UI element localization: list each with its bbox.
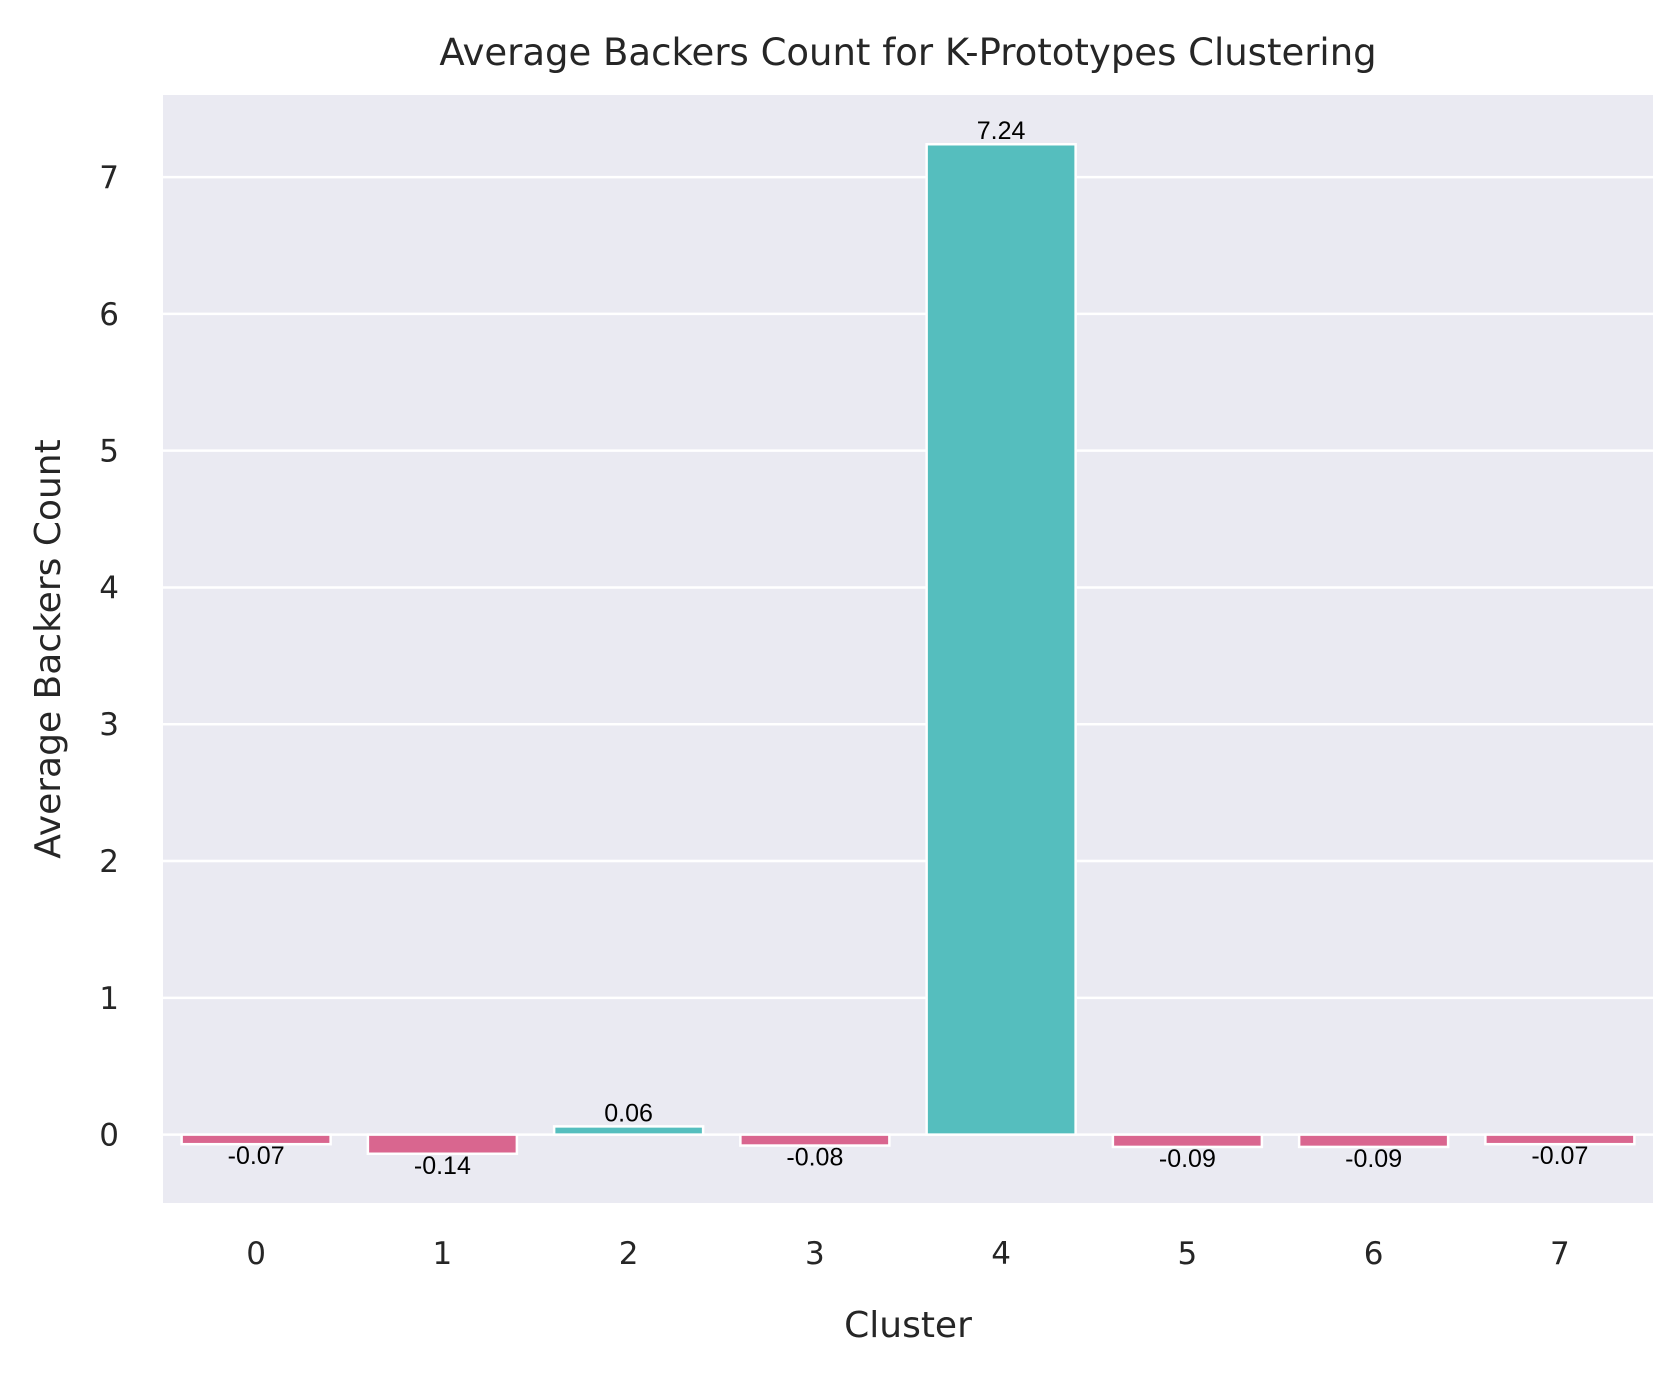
y-tick-label: 1 (99, 981, 119, 1017)
data-label-cluster-0: -0.07 (228, 1142, 285, 1170)
bars (180, 142, 1636, 1156)
y-axis-label: Average Backers Count (28, 439, 69, 858)
y-tick-labels: 0 1 2 3 4 5 6 7 (99, 160, 119, 1154)
gridlines (163, 175, 1653, 1136)
data-label-cluster-5: -0.09 (1159, 1145, 1216, 1173)
y-tick-label: 5 (99, 434, 119, 470)
x-axis-label: Cluster (844, 1305, 972, 1346)
bar-cluster-4 (925, 142, 1077, 1136)
data-label-cluster-4: 7.24 (977, 117, 1026, 145)
bar-cluster-6 (1297, 1133, 1450, 1149)
x-tick-label: 3 (805, 1236, 825, 1272)
x-tick-label: 4 (991, 1236, 1011, 1272)
data-label-cluster-6: -0.09 (1345, 1145, 1402, 1173)
y-tick-label: 4 (99, 570, 119, 606)
x-tick-labels: 0 1 2 3 4 5 6 7 (246, 1236, 1569, 1272)
y-tick-label: 3 (99, 707, 119, 743)
bar-cluster-5 (1111, 1133, 1264, 1149)
data-labels: -0.07 -0.14 0.06 -0.08 7.24 -0.09 -0.09 -0.07 (228, 117, 1589, 1180)
chart-title: Average Backers Count for K-Prototypes C… (439, 31, 1376, 74)
data-label-cluster-1: -0.14 (414, 1152, 471, 1180)
data-label-cluster-2: 0.06 (604, 1099, 653, 1127)
y-tick-label: 6 (99, 297, 119, 333)
x-tick-label: 0 (246, 1236, 266, 1272)
plot-background (163, 95, 1653, 1203)
y-tick-label: 0 (99, 1118, 119, 1154)
x-tick-label: 7 (1550, 1236, 1570, 1272)
bar-cluster-0 (180, 1133, 332, 1146)
data-label-cluster-7: -0.07 (1531, 1142, 1588, 1170)
x-tick-label: 6 (1364, 1236, 1384, 1272)
y-tick-label: 2 (99, 844, 119, 880)
x-tick-label: 2 (619, 1236, 639, 1272)
y-tick-label: 7 (99, 160, 119, 196)
data-label-cluster-3: -0.08 (786, 1144, 843, 1172)
bar-cluster-2 (552, 1125, 705, 1136)
x-tick-label: 5 (1178, 1236, 1198, 1272)
bar-cluster-3 (739, 1133, 891, 1147)
bar-cluster-7 (1484, 1133, 1636, 1146)
bar-cluster-1 (366, 1133, 519, 1156)
x-tick-label: 1 (433, 1236, 453, 1272)
